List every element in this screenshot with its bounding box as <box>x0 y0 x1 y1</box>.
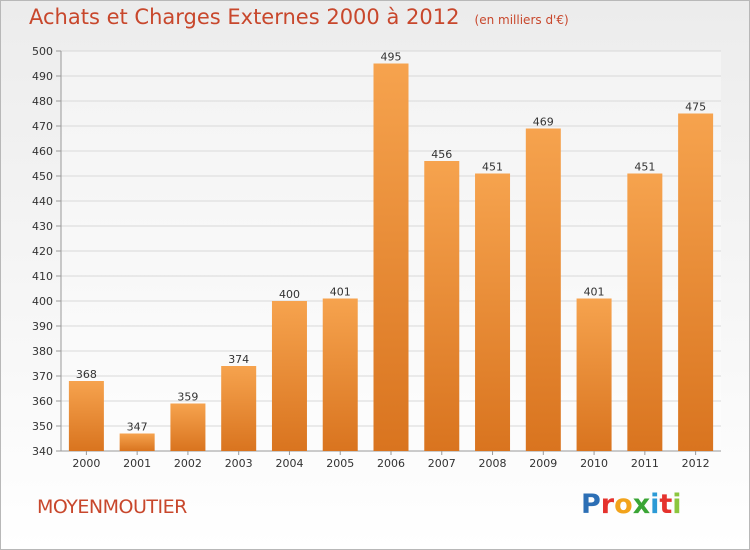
bar-2012 <box>678 113 714 451</box>
data-label-2002: 359 <box>177 391 198 404</box>
data-label-2000: 368 <box>76 368 97 381</box>
y-tick-label: 480 <box>32 95 53 108</box>
y-tick-label: 410 <box>32 270 53 283</box>
x-tick-label-2010: 2010 <box>580 457 608 470</box>
bar-2003 <box>221 366 257 451</box>
proxiti-logo: Proxiti <box>581 489 682 520</box>
x-tick-label-2001: 2001 <box>123 457 151 470</box>
y-tick-label: 460 <box>32 145 53 158</box>
y-tick-label: 380 <box>32 345 53 358</box>
x-tick-label-2012: 2012 <box>682 457 710 470</box>
bar-2008 <box>475 173 511 451</box>
x-tick-label-2011: 2011 <box>631 457 659 470</box>
y-tick-label: 500 <box>32 45 53 58</box>
y-tick-label: 450 <box>32 170 53 183</box>
title-row: Achats et Charges Externes 2000 à 2012 (… <box>29 5 569 29</box>
y-tick-label: 420 <box>32 245 53 258</box>
bar-2002 <box>170 403 206 451</box>
y-tick-label: 430 <box>32 220 53 233</box>
data-label-2001: 347 <box>127 421 148 434</box>
y-tick-label: 440 <box>32 195 53 208</box>
bar-2009 <box>525 128 561 451</box>
bar-2005 <box>322 298 358 451</box>
bar-2000 <box>68 381 104 451</box>
y-tick-label: 390 <box>32 320 53 333</box>
x-tick-label-2008: 2008 <box>479 457 507 470</box>
commune-name: MOYENMOUTIER <box>37 496 187 518</box>
bar-2011 <box>627 173 663 451</box>
x-tick-label-2004: 2004 <box>275 457 303 470</box>
data-label-2005: 401 <box>330 286 351 299</box>
chart-unit: (en milliers d'€) <box>474 13 569 27</box>
chart-title: Achats et Charges Externes 2000 à 2012 <box>29 5 460 29</box>
data-label-2007: 456 <box>431 148 452 161</box>
y-tick-label: 370 <box>32 370 53 383</box>
x-tick-label-2005: 2005 <box>326 457 354 470</box>
data-label-2006: 495 <box>381 51 402 64</box>
y-tick-label: 360 <box>32 395 53 408</box>
x-tick-label-2003: 2003 <box>225 457 253 470</box>
y-tick-label: 490 <box>32 70 53 83</box>
y-tick-label: 400 <box>32 295 53 308</box>
y-tick-label: 470 <box>32 120 53 133</box>
bar-2007 <box>424 161 460 451</box>
bar-2006 <box>373 63 409 451</box>
bar-2001 <box>119 433 155 451</box>
data-label-2008: 451 <box>482 161 503 174</box>
data-label-2010: 401 <box>584 286 605 299</box>
logo-letter: i <box>650 489 660 520</box>
x-tick-label-2007: 2007 <box>428 457 456 470</box>
x-tick-label-2002: 2002 <box>174 457 202 470</box>
bar-2010 <box>576 298 612 451</box>
logo-letter: r <box>600 489 615 520</box>
x-tick-label-2000: 2000 <box>72 457 100 470</box>
y-tick-label: 350 <box>32 420 53 433</box>
logo-letter: P <box>581 489 601 520</box>
data-label-2009: 469 <box>533 116 554 129</box>
x-tick-label-2009: 2009 <box>529 457 557 470</box>
y-tick-label: 340 <box>32 445 53 458</box>
logo-letter: t <box>659 489 673 520</box>
data-label-2004: 400 <box>279 288 300 301</box>
logo-letter: o <box>614 489 633 520</box>
x-tick-label-2006: 2006 <box>377 457 405 470</box>
bar-2004 <box>271 301 307 451</box>
data-label-2012: 475 <box>685 101 706 114</box>
logo-letter: i <box>672 489 682 520</box>
data-label-2011: 451 <box>634 161 655 174</box>
data-label-2003: 374 <box>228 353 249 366</box>
logo-letter: x <box>632 489 651 520</box>
